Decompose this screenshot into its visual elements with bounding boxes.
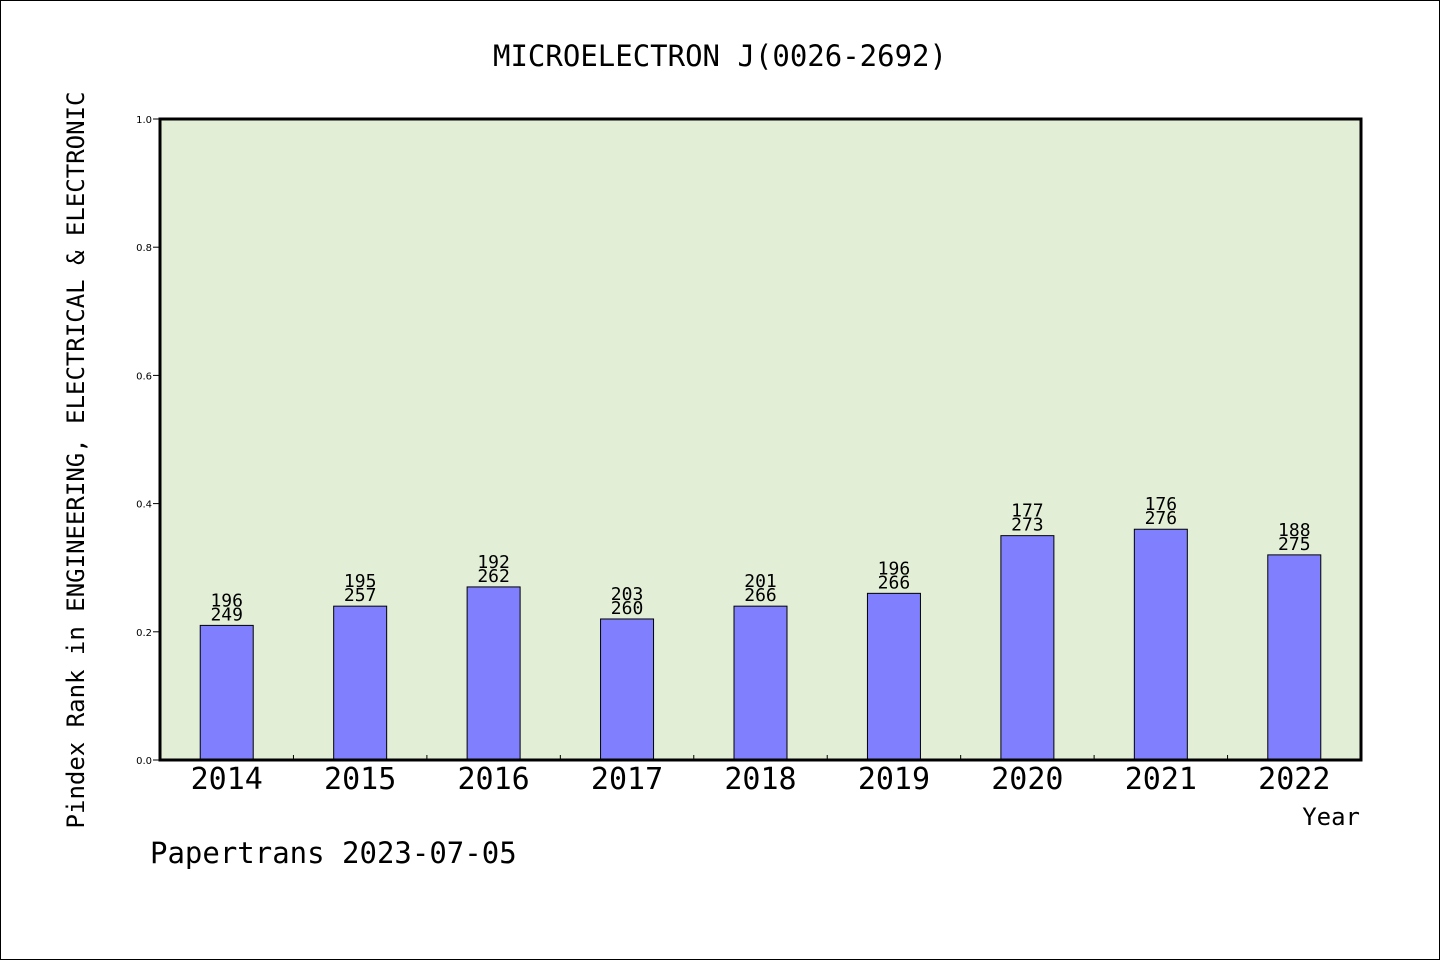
data-label-top: 201 bbox=[744, 571, 777, 592]
data-label-top: 177 bbox=[1011, 501, 1044, 522]
data-label-bottom: 262 bbox=[477, 566, 510, 587]
data-label-bottom: 266 bbox=[878, 572, 911, 593]
data-label-top: 196 bbox=[210, 590, 243, 611]
data-label-bottom: 249 bbox=[210, 604, 243, 625]
y-axis-label: Pindex Rank in ENGINEERING, ELECTRICAL &… bbox=[62, 92, 90, 829]
data-label-bottom: 276 bbox=[1145, 508, 1178, 529]
x-axis-label: Year bbox=[1302, 803, 1360, 831]
bar-2020 bbox=[1000, 535, 1055, 761]
chart-title: MICROELECTRON J(0026-2692) bbox=[493, 39, 947, 73]
data-label-bottom: 275 bbox=[1278, 534, 1311, 555]
bar-2017 bbox=[600, 618, 655, 761]
x-tick-label: 2015 bbox=[324, 762, 396, 797]
bar-2016 bbox=[466, 586, 521, 761]
bar-2022 bbox=[1267, 554, 1322, 761]
data-label-top: 188 bbox=[1278, 520, 1311, 541]
x-tick-label: 2022 bbox=[1258, 762, 1330, 797]
x-tick-label: 2021 bbox=[1125, 762, 1197, 797]
x-tick-label: 2019 bbox=[858, 762, 930, 797]
data-label-top: 196 bbox=[878, 558, 911, 579]
data-label-top: 176 bbox=[1145, 494, 1178, 515]
data-label-bottom: 257 bbox=[344, 585, 377, 606]
data-label-bottom: 273 bbox=[1011, 515, 1044, 536]
bar-2021 bbox=[1133, 528, 1188, 761]
y-tick-label: 0.2 bbox=[136, 628, 152, 639]
y-tick-label: 0.8 bbox=[136, 243, 152, 254]
bar-2018 bbox=[733, 605, 788, 761]
plot-border bbox=[158, 117, 1363, 762]
x-tick-label: 2018 bbox=[724, 762, 796, 797]
y-tick-label: 1.0 bbox=[136, 115, 152, 126]
x-tick-label: 2014 bbox=[191, 762, 263, 797]
footer-watermark: Papertrans 2023-07-05 bbox=[150, 836, 517, 870]
x-tick-label: 2017 bbox=[591, 762, 663, 797]
bar-2019 bbox=[866, 592, 921, 761]
data-label-top: 195 bbox=[344, 571, 377, 592]
bar-2014 bbox=[199, 624, 254, 761]
data-label-top: 203 bbox=[611, 584, 644, 605]
y-tick-label: 0.6 bbox=[136, 371, 152, 382]
data-label-bottom: 260 bbox=[611, 598, 644, 619]
y-tick-label: 0.0 bbox=[136, 756, 152, 767]
data-label-bottom: 266 bbox=[744, 585, 777, 606]
labels-layer: 2014196249201519525720161922622017203260… bbox=[191, 494, 1331, 797]
x-tick-label: 2016 bbox=[457, 762, 529, 797]
bars-layer bbox=[199, 528, 1322, 761]
y-tick-label: 0.4 bbox=[136, 500, 152, 511]
x-tick-label: 2020 bbox=[991, 762, 1063, 797]
data-label-top: 192 bbox=[477, 552, 510, 573]
bar-2015 bbox=[333, 605, 388, 761]
